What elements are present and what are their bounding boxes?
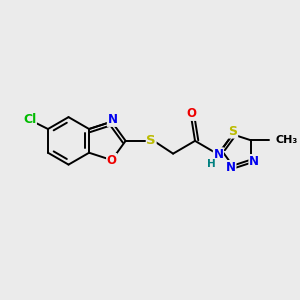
Text: O: O [186, 107, 197, 120]
Text: N: N [213, 148, 224, 161]
Text: H: H [208, 159, 216, 169]
Text: Cl: Cl [23, 113, 36, 126]
Text: O: O [107, 154, 117, 166]
Text: S: S [229, 125, 238, 138]
Text: N: N [249, 154, 259, 168]
Text: CH₃: CH₃ [275, 135, 298, 145]
Text: S: S [146, 134, 156, 147]
Text: N: N [107, 113, 117, 126]
Text: N: N [226, 160, 236, 174]
